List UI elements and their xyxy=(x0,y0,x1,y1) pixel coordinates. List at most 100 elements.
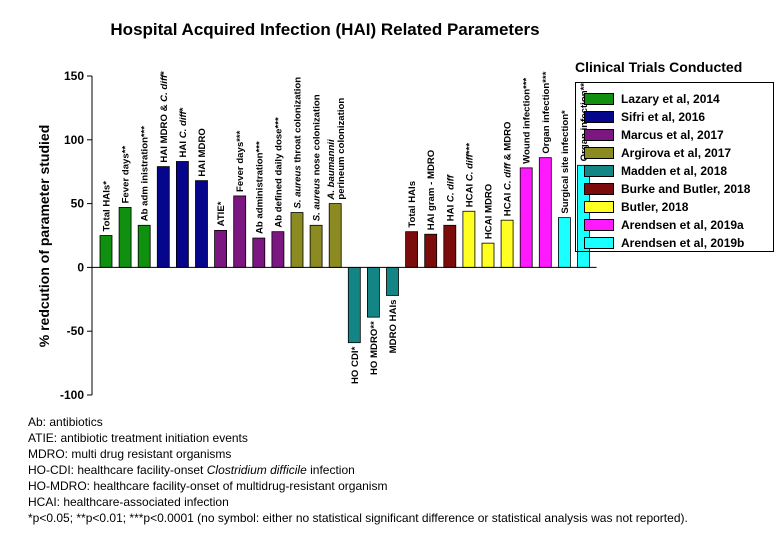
legend-label: Arendsen et al, 2019a xyxy=(621,218,744,232)
bar xyxy=(137,224,151,268)
bar xyxy=(271,231,285,268)
y-tick-label: -50 xyxy=(67,324,85,338)
bar xyxy=(462,210,476,268)
legend-item: Lazary et al, 2014 xyxy=(584,90,773,108)
legend-label: Madden et al, 2018 xyxy=(621,164,728,178)
bars-group xyxy=(92,157,597,344)
note-mdro: MDRO: multi drug resistant organisms xyxy=(28,447,232,461)
bar-label: HAI gram - MDRO xyxy=(426,149,437,230)
legend-item: Marcus et al, 2017 xyxy=(584,126,773,144)
bar-label: Fever days*** xyxy=(235,130,246,192)
bar xyxy=(538,157,552,268)
y-tick-label: 100 xyxy=(64,133,84,147)
bar xyxy=(328,203,342,268)
y-axis-label: % redcution of parameter studied xyxy=(36,125,52,347)
y-tick-label: -100 xyxy=(60,388,84,402)
bar-label: S. aureus throat colonization xyxy=(293,77,304,209)
note-ho-mdro: HO-MDRO: healthcare facility-onset of mu… xyxy=(28,479,388,493)
legend-label: Marcus et al, 2017 xyxy=(621,128,724,142)
bar-label: Ab administration*** xyxy=(254,141,265,234)
legend-item: Butler, 2018 xyxy=(584,198,773,216)
legend-swatch xyxy=(584,201,614,213)
bar-label: HAI MDRO xyxy=(197,128,208,177)
legend-label: Burke and Butler, 2018 xyxy=(621,182,751,196)
y-tick-label: 0 xyxy=(77,260,84,274)
legend-swatch xyxy=(584,183,614,195)
note-atie: ATIE: antibiotic treatment initiation ev… xyxy=(28,431,248,445)
legend-item: Arendsen et al, 2019a xyxy=(584,216,773,234)
bar xyxy=(99,235,113,268)
bar xyxy=(558,217,571,268)
bar xyxy=(500,219,514,268)
bar-label: HCAI C. diff & MDRO xyxy=(503,121,514,216)
legend-item: Madden et al, 2018 xyxy=(584,162,773,180)
bar xyxy=(252,237,266,268)
legend-swatch xyxy=(584,111,614,123)
legend-swatch xyxy=(584,147,614,159)
bar-label: HAI C. diff* xyxy=(178,107,189,157)
y-axis: -100 -50 0 50 100 150 xyxy=(60,69,93,402)
bar-label: Ab defined daily dose*** xyxy=(273,117,284,228)
legend-item: Arendsen et al, 2019b xyxy=(584,234,773,252)
legend-title: Clinical Trials Conducted xyxy=(575,59,743,75)
bar-label: Surgical site infection* xyxy=(560,110,571,214)
bar-label: ATIE* xyxy=(216,201,227,226)
chart-title: Hospital Acquired Infection (HAI) Relate… xyxy=(110,20,540,39)
bar-label: Total HAIs* xyxy=(102,181,113,232)
legend-swatch xyxy=(584,165,614,177)
bar xyxy=(519,167,533,268)
y-tick-label: 50 xyxy=(71,197,85,211)
bar xyxy=(405,231,419,268)
bar-label: HO MDRO** xyxy=(369,321,380,375)
legend-item: Argirova et al, 2017 xyxy=(584,144,773,162)
bar xyxy=(481,242,495,268)
bar xyxy=(156,166,170,268)
bar xyxy=(233,195,247,268)
legend-label: Argirova et al, 2017 xyxy=(621,146,732,160)
bar-label: Total HAIs xyxy=(407,181,418,228)
bar-label: MDRO HAIs xyxy=(388,299,399,353)
bar xyxy=(195,180,208,268)
note-significance: *p<0.05; **p<0.01; ***p<0.0001 (no symbo… xyxy=(28,511,688,525)
bar-label: HAI C. diff xyxy=(445,174,456,221)
bar-label: Organ infection*** xyxy=(541,71,552,153)
note-ab: Ab: antibiotics xyxy=(28,415,103,429)
bar-label: HO CDI* xyxy=(350,346,361,384)
legend-swatch xyxy=(584,93,614,105)
legend-swatch xyxy=(584,237,614,249)
legend-label: Arendsen et al, 2019b xyxy=(621,236,745,250)
bar-label: S. aureus nose colonization xyxy=(312,94,323,221)
bar xyxy=(118,207,132,268)
note-ho-cdi: HO-CDI: healthcare facility-onset Clostr… xyxy=(28,463,355,477)
legend-item: Burke and Butler, 2018 xyxy=(584,180,773,198)
legend-swatch xyxy=(584,129,614,141)
y-tick-label: 150 xyxy=(64,69,84,83)
bar-label: Wound infection*** xyxy=(522,77,533,163)
bar-label: Ab adm inistration*** xyxy=(140,126,151,222)
bar-label: A. baumannii xyxy=(326,139,337,201)
legend-item: Sifri et al, 2016 xyxy=(584,108,773,126)
bar xyxy=(290,212,304,268)
bar xyxy=(386,266,399,296)
bar xyxy=(424,233,438,268)
legend: Lazary et al, 2014 Sifri et al, 2016 Marcu… xyxy=(575,82,774,252)
footnotes: Ab: antibiotics ATIE: antibiotic treatme… xyxy=(28,414,688,526)
bar-label: HCAI MDRO xyxy=(484,183,495,239)
bar xyxy=(366,266,380,318)
bar xyxy=(443,224,457,268)
bar-label: HAI MDRO & C. diff* xyxy=(159,71,170,163)
bar-label-line2: perineum colonization xyxy=(336,98,347,200)
legend-label: Sifri et al, 2016 xyxy=(621,110,706,124)
note-hcai: HCAI: healthcare-associated infection xyxy=(28,495,229,509)
bar-labels-group: Total HAIs* Fever days** Ab adm inistratio… xyxy=(102,71,591,384)
bar xyxy=(214,229,228,268)
bar-label: Fever days** xyxy=(121,146,132,204)
bar xyxy=(309,224,323,268)
bar-label: HCAI C. diff*** xyxy=(464,143,475,208)
bar xyxy=(175,161,189,268)
legend-label: Butler, 2018 xyxy=(621,200,689,214)
bar xyxy=(347,266,361,344)
legend-label: Lazary et al, 2014 xyxy=(621,92,720,106)
legend-swatch xyxy=(584,219,614,231)
